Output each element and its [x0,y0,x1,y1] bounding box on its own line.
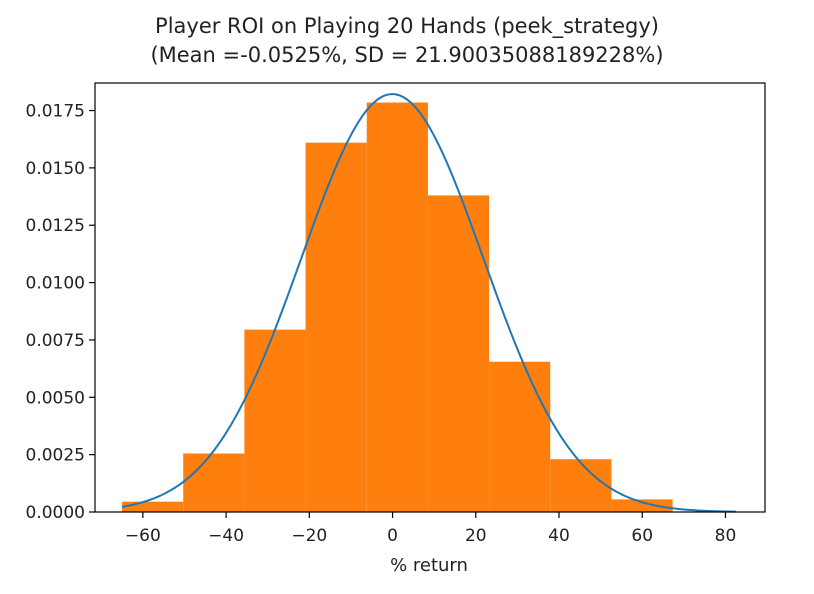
histogram-bars [122,102,673,513]
histogram-bar [550,459,612,512]
x-tick-label: −40 [208,526,244,546]
normal-curve [121,93,736,513]
x-tick-label: 60 [631,526,653,546]
histogram-bar [611,499,673,512]
x-tick-label: −60 [125,526,161,546]
histogram-bar [244,329,306,512]
chart-subtitle: (Mean =-0.0525%, SD = 21.90035088189228%… [150,43,664,67]
y-axis-ticks: 0.0000 0.0025 0.0050 0.0075 0.0100 0.0125 0.01… [26,102,95,523]
y-tick-label: 0.0175 [26,102,85,122]
x-tick-label: 20 [465,526,487,546]
histogram-bar [122,501,184,512]
histogram-bar [427,195,490,513]
plot-frame [94,82,766,513]
y-tick-label: 0.0000 [26,503,85,523]
y-tick-label: 0.0150 [26,159,85,179]
histogram-bar [183,453,245,512]
x-axis-ticks: −60 −40 −20 0 20 40 60 80 [125,512,736,546]
x-tick-label: 80 [715,526,737,546]
y-tick-label: 0.0075 [26,331,85,351]
y-tick-label: 0.0100 [26,274,85,294]
histogram-bar [305,142,367,512]
histogram-bar [489,361,551,512]
y-tick-label: 0.0125 [26,216,85,236]
plot-border [94,82,766,513]
x-tick-label: 0 [387,526,398,546]
x-axis-label: % return [390,555,468,576]
chart-title: Player ROI on Playing 20 Hands (peek_str… [155,14,659,38]
y-tick-label: 0.0025 [26,446,85,466]
y-tick-label: 0.0050 [26,388,85,408]
x-tick-label: 40 [548,526,570,546]
histogram-bar [366,102,428,512]
x-tick-label: −20 [291,526,327,546]
